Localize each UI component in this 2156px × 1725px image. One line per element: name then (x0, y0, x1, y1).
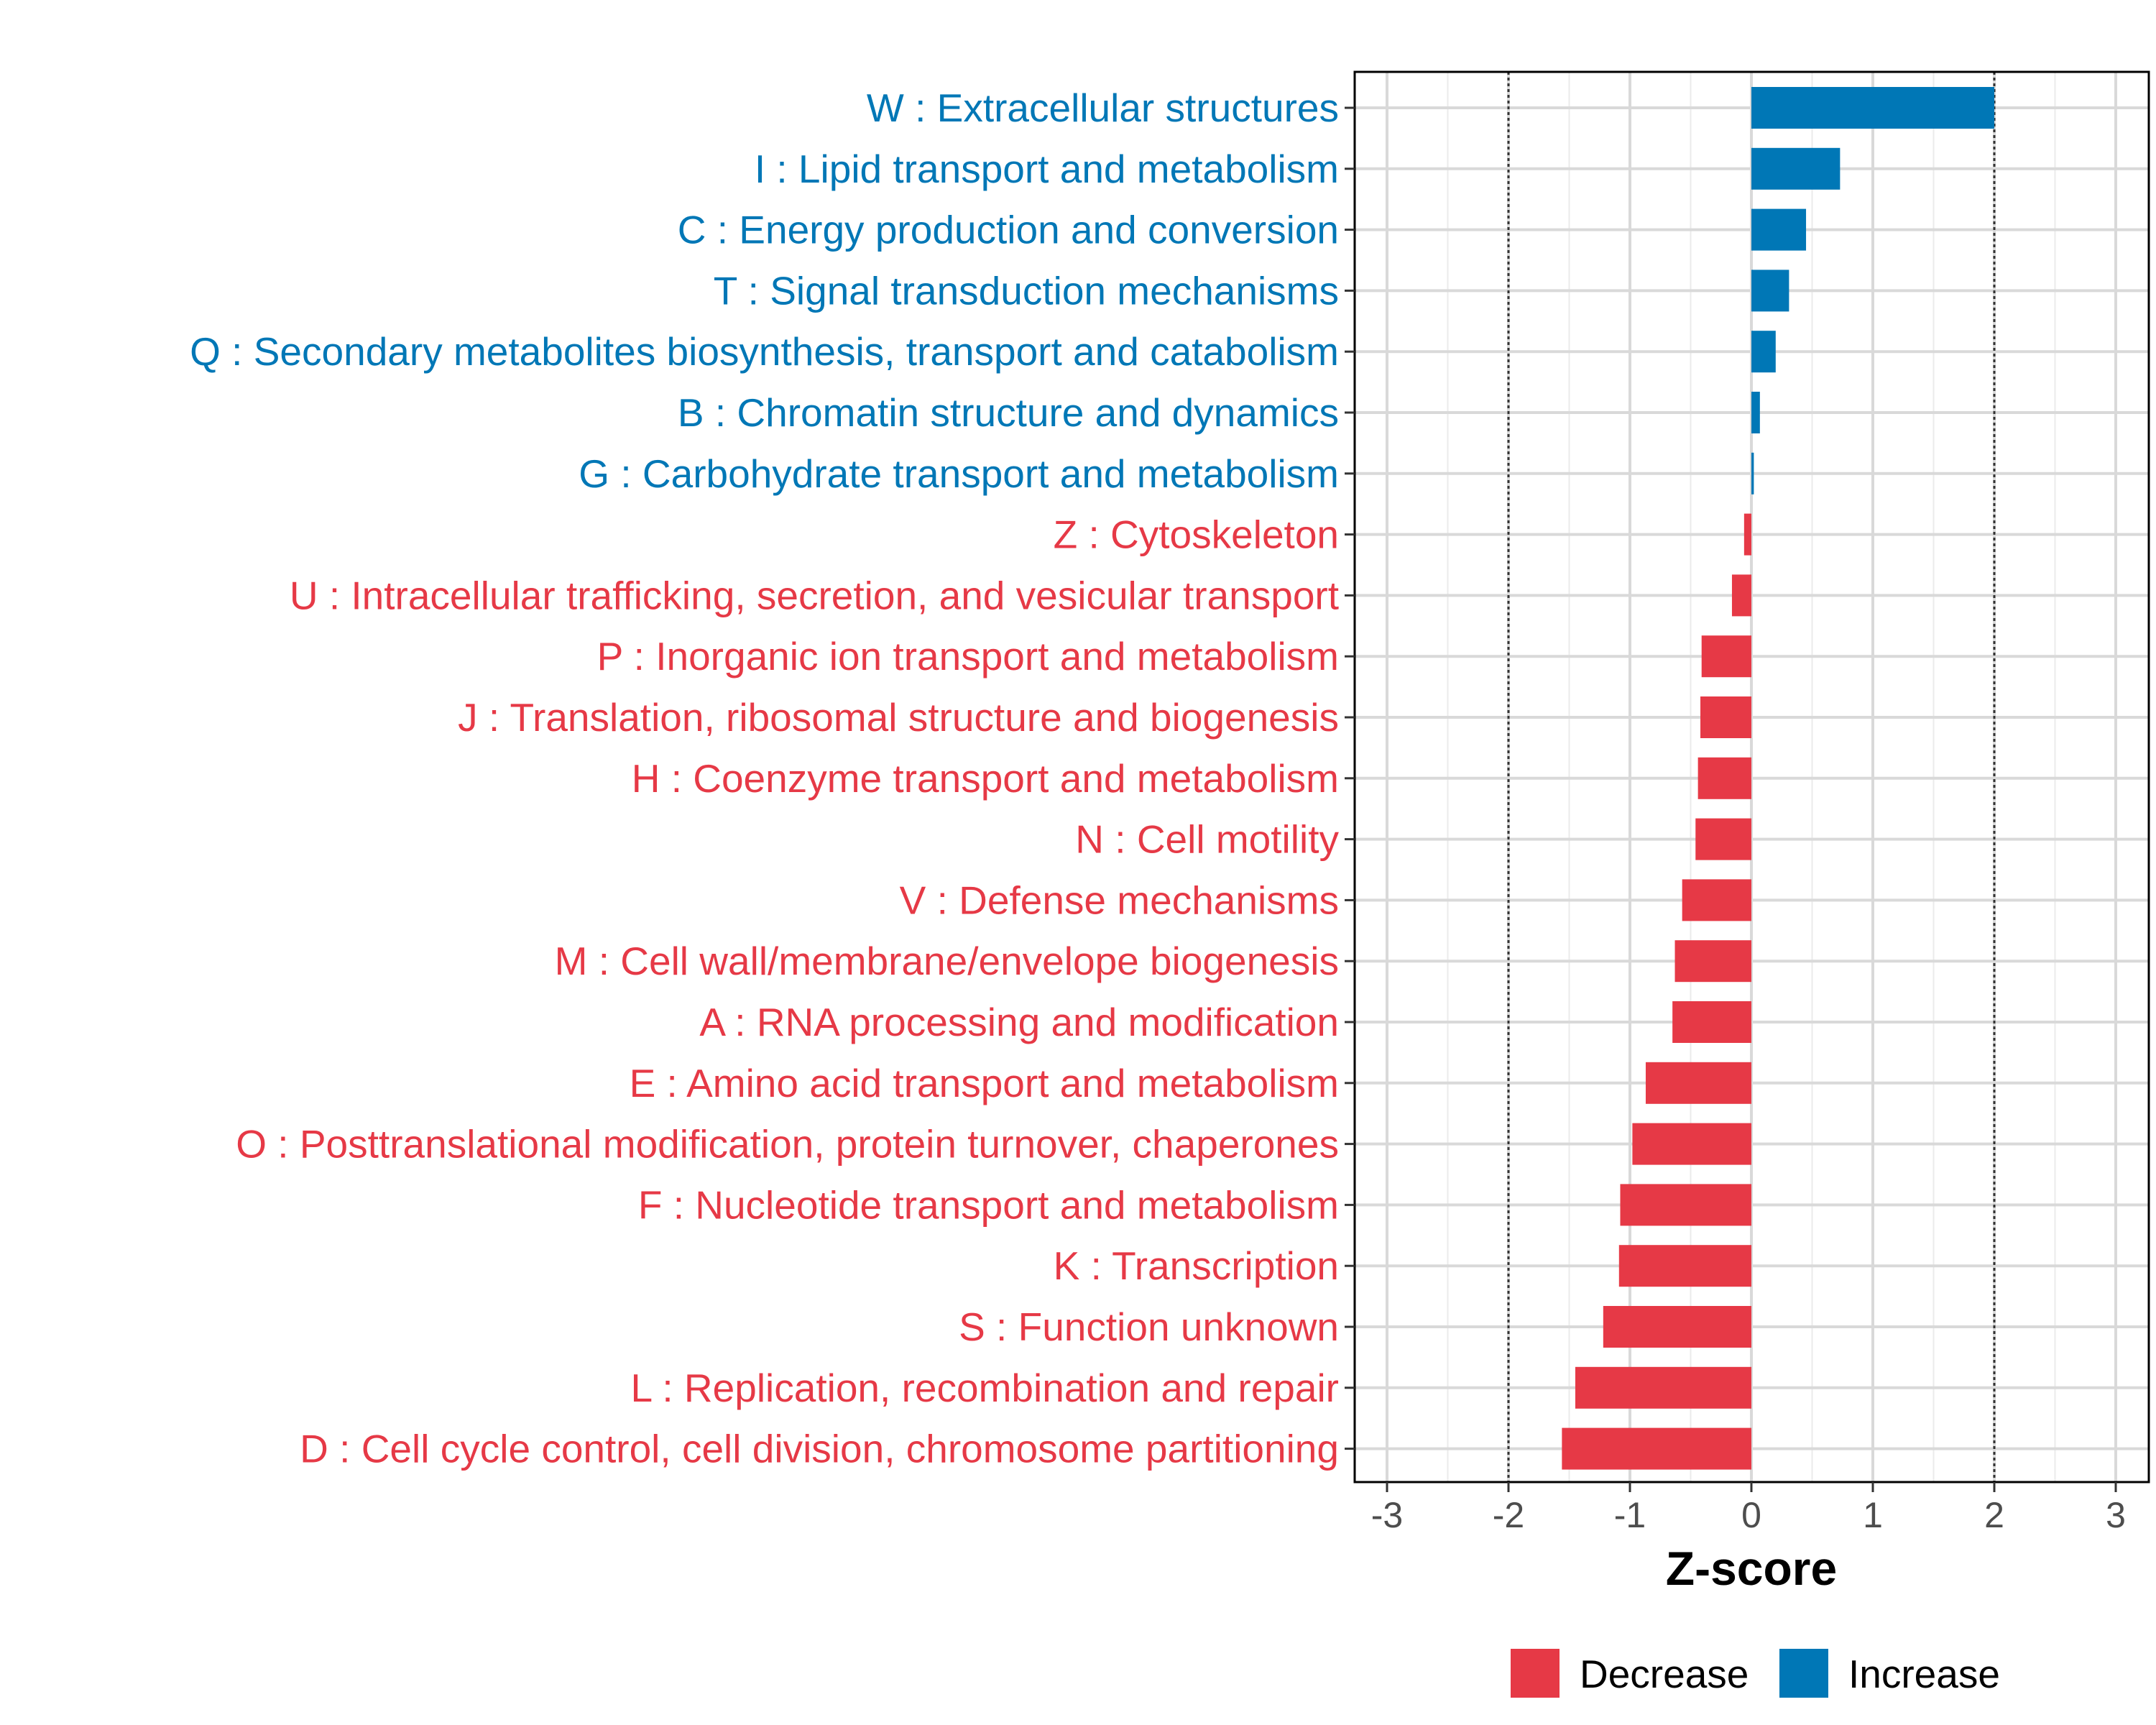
category-label: L : Replication, recombination and repai… (631, 1366, 1339, 1410)
category-label: V : Defense mechanisms (900, 878, 1339, 922)
x-tick-label: 0 (1741, 1495, 1761, 1535)
category-label: Z : Cytoskeleton (1054, 512, 1339, 557)
x-tick-label: -2 (1493, 1495, 1524, 1535)
legend-label-decrease: Decrease (1580, 1652, 1749, 1696)
category-label: K : Transcription (1054, 1243, 1339, 1288)
category-label: I : Lipid transport and metabolism (755, 147, 1339, 191)
bar (1731, 574, 1751, 617)
category-label: Q : Secondary metabolites biosynthesis, … (190, 329, 1339, 374)
category-label: U : Intracellular trafficking, secretion… (290, 573, 1339, 617)
category-label: C : Energy production and conversion (678, 208, 1339, 252)
reference-lines (1507, 72, 1996, 1482)
bar (1697, 757, 1751, 799)
bar (1603, 1306, 1751, 1348)
bar (1751, 147, 1841, 190)
category-label: H : Coenzyme transport and metabolism (632, 756, 1339, 801)
bar (1751, 270, 1789, 312)
x-tick-label: -3 (1371, 1495, 1403, 1535)
category-label: T : Signal transduction mechanisms (714, 268, 1339, 313)
bar (1620, 1184, 1751, 1226)
bar (1632, 1123, 1751, 1165)
category-label: P : Inorganic ion transport and metaboli… (597, 634, 1339, 678)
bar (1562, 1427, 1751, 1470)
x-tick-label: -1 (1614, 1495, 1646, 1535)
category-label: W : Extracellular structures (867, 86, 1339, 130)
category-label: N : Cell motility (1075, 817, 1339, 862)
x-axis-ticks: -3 -2 -1 0 1 2 3 (1371, 1482, 2126, 1535)
category-label: B : Chromatin structure and dynamics (678, 390, 1339, 435)
legend-label-increase: Increase (1848, 1652, 2000, 1696)
bar (1700, 696, 1751, 738)
bar (1751, 452, 1754, 494)
bar (1743, 513, 1751, 556)
x-tick-label: 2 (1984, 1495, 2004, 1535)
bar (1751, 208, 1807, 251)
bar (1701, 635, 1751, 678)
category-label: O : Posttranslational modification, prot… (236, 1122, 1339, 1167)
bar (1751, 331, 1776, 373)
x-tick-label: 1 (1863, 1495, 1883, 1535)
bar (1674, 940, 1751, 983)
legend-swatch-decrease (1511, 1649, 1560, 1698)
bar (1618, 1245, 1751, 1287)
category-label: D : Cell cycle control, cell division, c… (300, 1427, 1339, 1471)
y-axis-ticks (1345, 106, 1355, 1450)
x-tick-label: 3 (2106, 1495, 2126, 1535)
category-label: J : Translation, ribosomal structure and… (458, 695, 1339, 740)
bar (1682, 879, 1751, 921)
bar (1575, 1366, 1751, 1409)
legend-swatch-increase (1779, 1649, 1828, 1698)
bar (1751, 87, 1994, 129)
category-label: G : Carbohydrate transport and metabolis… (579, 451, 1339, 496)
category-label: E : Amino acid transport and metabolism (630, 1061, 1339, 1105)
legend: Decrease Increase (1511, 1649, 2000, 1698)
category-label: F : Nucleotide transport and metabolism (638, 1182, 1339, 1227)
bar (1751, 392, 1760, 433)
category-label: M : Cell wall/membrane/envelope biogenes… (555, 939, 1339, 983)
bar (1645, 1062, 1751, 1104)
x-axis-title: Z-score (1666, 1542, 1837, 1595)
bar-layer (1562, 87, 1994, 1470)
category-label: A : RNA processing and modification (699, 1000, 1339, 1044)
bar (1695, 818, 1751, 860)
bar (1672, 1001, 1751, 1043)
category-label: S : Function unknown (959, 1305, 1339, 1349)
category-labels: W : Extracellular structures I : Lipid tr… (190, 86, 1339, 1471)
